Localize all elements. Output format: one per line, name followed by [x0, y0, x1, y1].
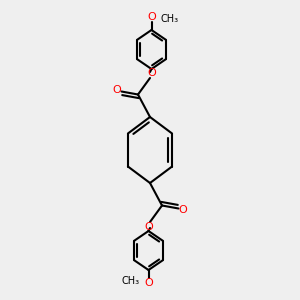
Text: CH₃: CH₃	[160, 14, 178, 24]
Text: O: O	[144, 278, 153, 288]
Text: O: O	[178, 205, 188, 215]
Text: O: O	[147, 68, 156, 79]
Text: CH₃: CH₃	[122, 276, 140, 286]
Text: O: O	[144, 221, 153, 232]
Text: O: O	[147, 12, 156, 22]
Text: O: O	[112, 85, 122, 95]
